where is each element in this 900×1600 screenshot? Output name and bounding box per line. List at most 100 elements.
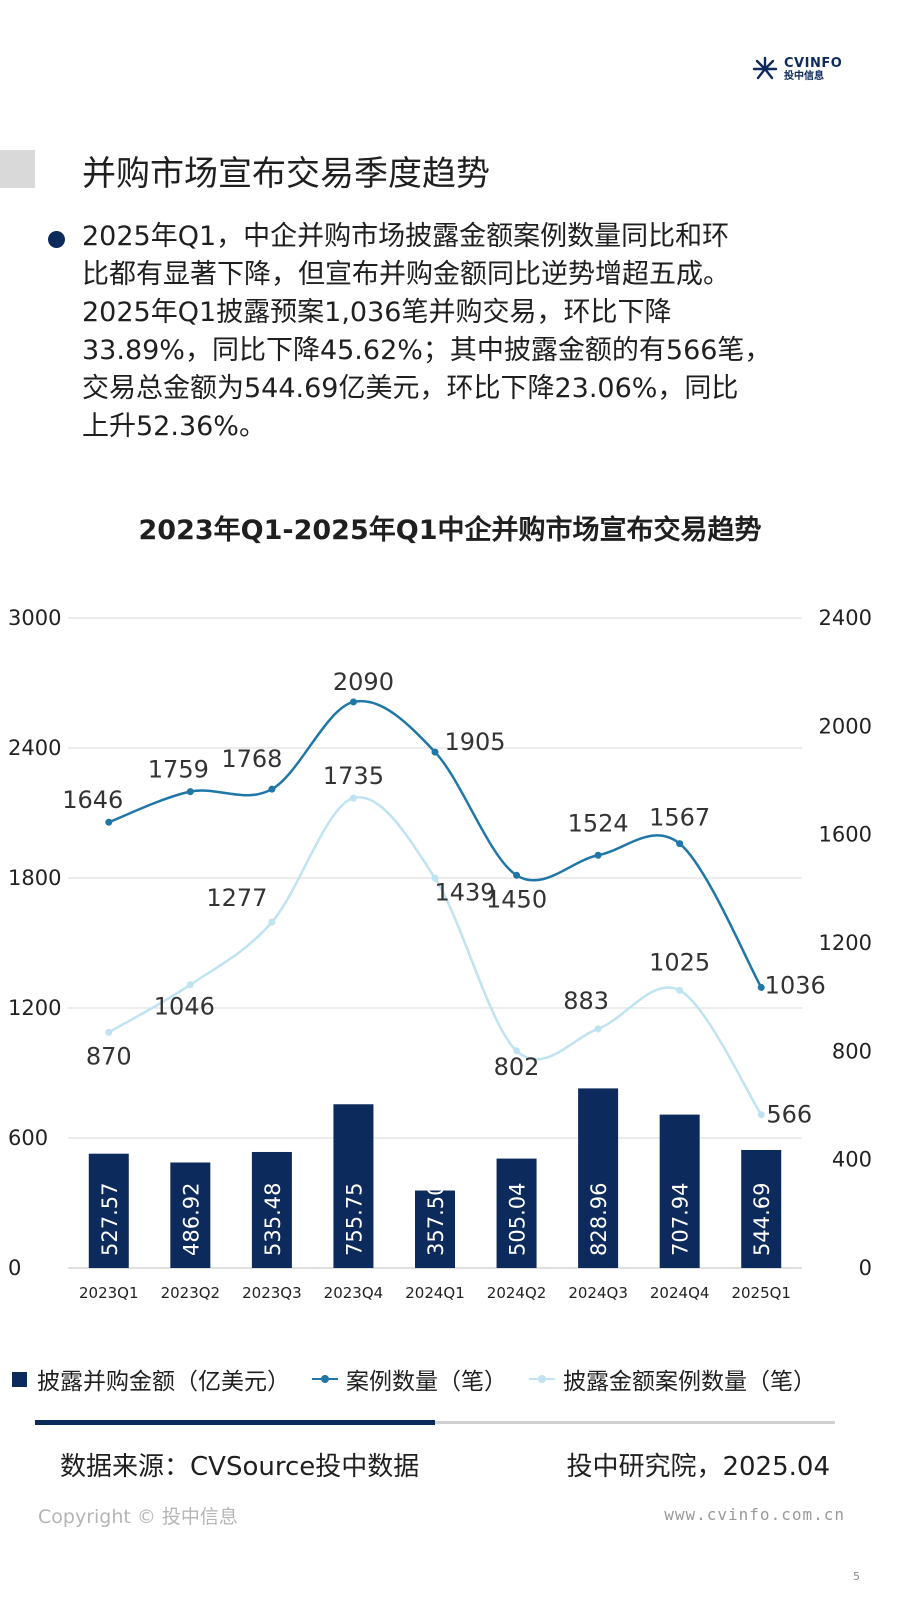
bar [659,1114,700,1268]
summary-line: 2025年Q1，中企并购市场披露金额案例数量同比和环 [82,221,730,252]
y-left-tick-label: 600 [8,1126,48,1150]
y-right-tick-label: 2400 [819,606,872,630]
cvinfo-logo-icon [752,56,778,80]
disclosed-cases-value-label: 1735 [323,762,384,790]
case-count-value-label: 2090 [333,668,394,696]
disclosed-cases-value-label: 1277 [206,884,267,912]
x-tick-label: 2023Q3 [242,1284,302,1302]
website-link[interactable]: www.cvinfo.com.cn [664,1505,845,1524]
chart-legend: 披露并购金额（亿美元） 案例数量（笔） 披露金额案例数量（笔） [12,1362,838,1396]
footer-divider-accent [35,1420,435,1425]
disclosed-cases-point [513,1047,521,1055]
summary-line: 上升52.36%。 [82,411,266,442]
logo: CVINFO 投中信息 [752,56,842,82]
x-tick-label: 2023Q1 [79,1284,139,1302]
case-count-value-label: 1567 [649,804,710,832]
summary-line: 33.89%，同比下降45.62%；其中披露金额的有566笔， [82,335,772,366]
y-right-tick-label: 1200 [819,931,872,955]
page-number: 5 [853,1570,860,1583]
summary-paragraph: 2025年Q1，中企并购市场披露金额案例数量同比和环 比都有显著下降，但宣布并购… [82,218,882,446]
summary-line: 2025年Q1披露预案1,036笔并购交易，环比下降 [82,297,672,328]
case-count-point [186,788,194,796]
disclosed-cases-value-label: 1025 [649,948,710,976]
bar-value-label: 505.04 [506,1183,530,1256]
combo-chart: 0 600 1200 1800 2400 3000 0 400 800 1200 1600 2000 2… [8,606,872,1302]
y-right-tick-label: 0 [859,1256,872,1280]
y-right-tick-label: 1600 [819,823,872,847]
disclosed-cases-point [757,1111,765,1119]
x-tick-label: 2025Q1 [731,1284,791,1302]
bar-value-label: 707.94 [669,1183,693,1256]
bullet-icon [48,231,65,248]
bar-value-label: 486.92 [179,1183,203,1256]
copyright: Copyright © 投中信息 [38,1506,238,1528]
chart-title: 2023年Q1-2025年Q1中企并购市场宣布交易趋势 [138,515,762,546]
bar-value-label: 527.57 [98,1183,122,1256]
x-tick-label: 2023Q4 [324,1284,384,1302]
legend-item-amount: 披露并购金额（亿美元） [12,1362,290,1396]
bar [578,1088,619,1268]
legend-line-swatch [312,1372,338,1387]
disclosed-cases-point [676,986,684,994]
disclosed-cases-point [349,794,357,802]
legend-bar-swatch [12,1371,27,1387]
y-right-tick-label: 2000 [819,714,872,738]
summary-line: 比都有显著下降，但宣布并购金额同比逆势增超五成。 [82,259,730,290]
case-count-value-label: 1759 [148,756,209,784]
bar-value-label: 828.96 [587,1183,611,1256]
disclosed-cases-point [186,981,194,989]
y-left-tick-label: 1200 [8,996,61,1020]
footer-divider [35,1421,835,1424]
legend-label: 披露并购金额（亿美元） [37,1369,290,1395]
x-tick-label: 2023Q2 [161,1284,221,1302]
legend-label: 案例数量（笔） [346,1369,507,1395]
case-count-point [431,748,439,756]
case-count-point [757,983,765,991]
case-count-point [676,840,684,848]
disclosed-cases-point [105,1028,113,1036]
bar-value-label: 357.50 [424,1183,448,1256]
case-count-value-label: 1450 [486,885,547,913]
data-source: 数据来源：CVSource投中数据 [60,1452,420,1482]
summary-line: 交易总金额为544.69亿美元，环比下降23.06%，同比 [82,373,739,404]
y-left-tick-label: 0 [8,1256,21,1280]
legend-item-cases: 案例数量（笔） [312,1362,507,1396]
disclosed-cases-line [108,796,763,1116]
disclosed-cases-point [268,918,276,926]
case-count-point [513,871,521,879]
x-tick-label: 2024Q3 [568,1284,628,1302]
case-count-value-label: 1524 [568,809,629,837]
y-right-tick-label: 800 [832,1039,872,1063]
y-left-tick-label: 2400 [8,736,61,760]
y-left-tick-label: 1800 [8,866,61,890]
disclosed-cases-value-label: 1439 [434,878,495,906]
y-right-tick-label: 400 [832,1148,872,1172]
case-count-point [349,698,357,706]
y-left-tick-label: 3000 [8,606,61,630]
case-count-point [268,785,276,793]
disclosed-cases-point [594,1025,602,1033]
bar [333,1104,374,1268]
disclosed-cases-value-label: 883 [563,987,609,1015]
case-count-line [108,699,763,989]
legend-label: 披露金额案例数量（笔） [563,1369,816,1395]
disclosed-cases-value-label: 566 [766,1101,812,1129]
logo-brand: CVINFO [784,55,843,71]
x-tick-label: 2024Q4 [650,1284,710,1302]
bar-value-label: 544.69 [750,1183,774,1256]
x-tick-label: 2024Q2 [487,1284,547,1302]
case-count-value-label: 1036 [765,971,826,999]
disclosed-cases-value-label: 802 [494,1053,540,1081]
case-count-point [105,818,113,826]
x-tick-label: 2024Q1 [405,1284,465,1302]
bar-value-label: 755.75 [342,1183,366,1256]
logo-subtitle: 投中信息 [784,70,824,82]
case-count-value-label: 1646 [62,786,123,814]
disclosed-cases-value-label: 870 [86,1042,132,1070]
bar [415,1190,455,1268]
case-count-point [594,851,602,859]
bar [496,1158,537,1268]
research-org-date: 投中研究院，2025.04 [566,1452,830,1482]
legend-line-swatch [529,1372,555,1387]
bar [88,1153,129,1268]
